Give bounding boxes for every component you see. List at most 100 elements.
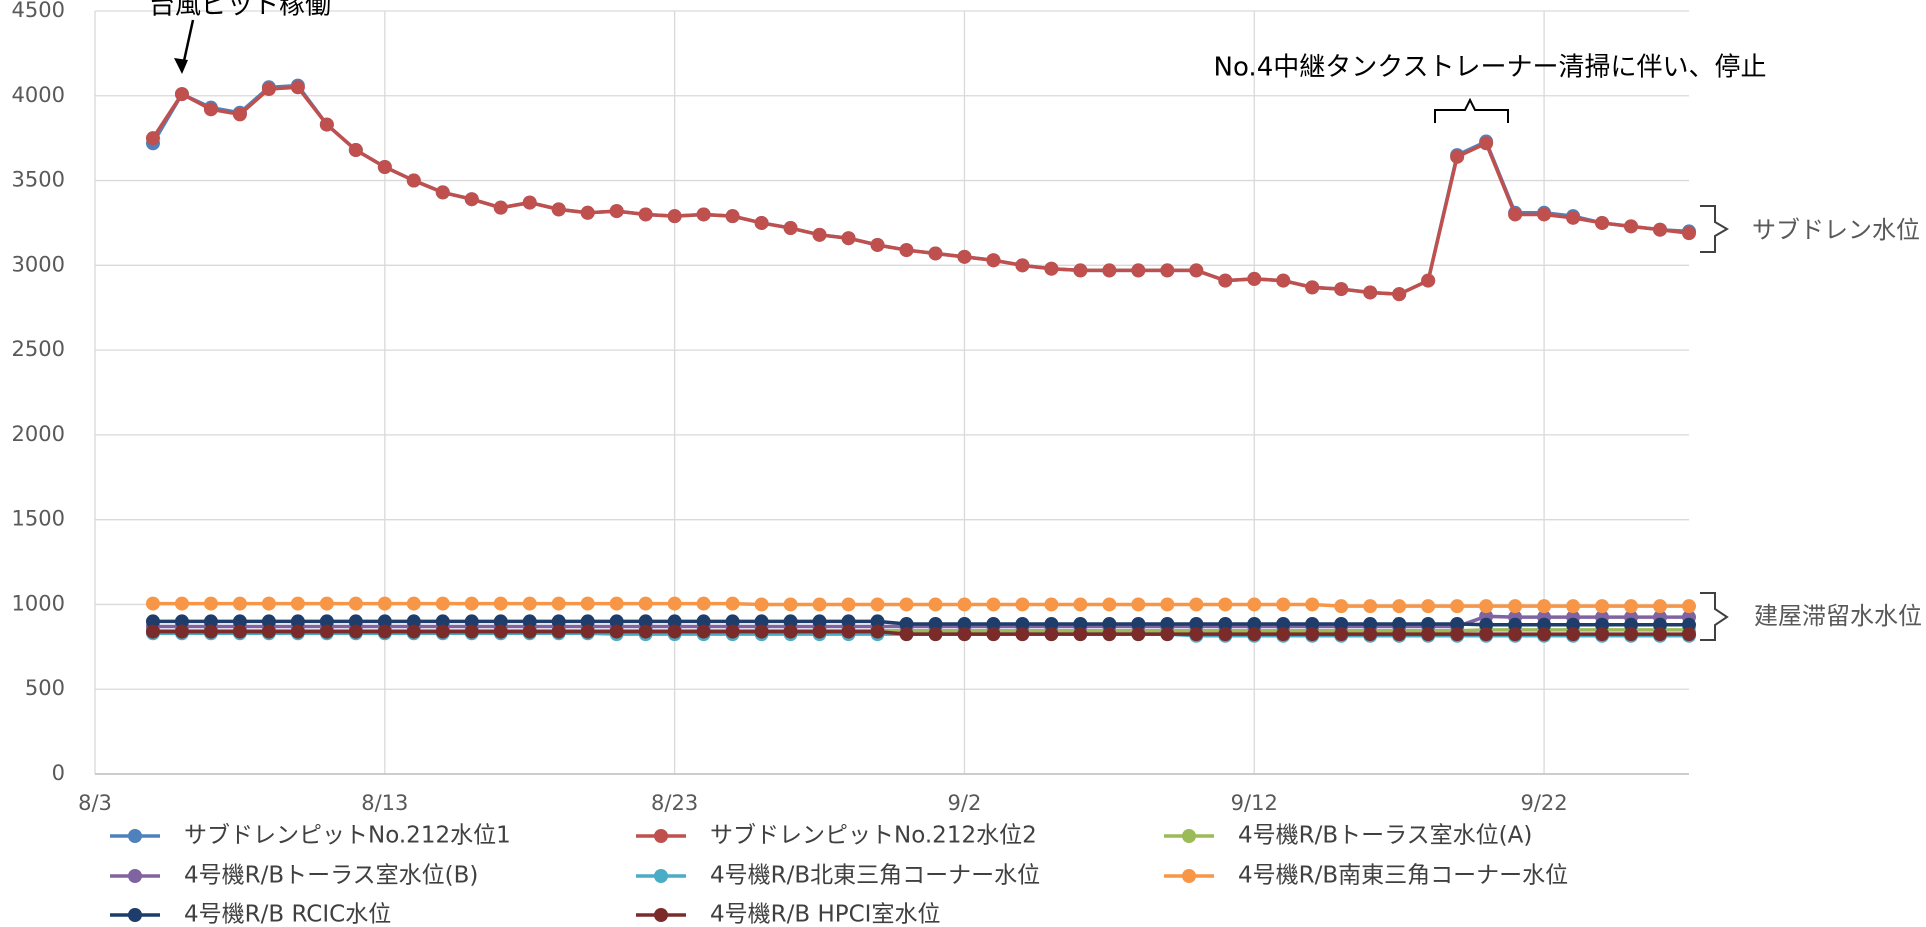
point xyxy=(1363,627,1378,642)
point xyxy=(174,87,189,102)
point xyxy=(725,596,740,611)
point xyxy=(899,616,914,631)
point xyxy=(696,596,711,611)
point xyxy=(1102,597,1117,612)
point xyxy=(957,616,972,631)
point xyxy=(174,614,189,629)
point xyxy=(435,596,450,611)
point xyxy=(551,624,566,639)
point xyxy=(638,207,653,222)
point xyxy=(986,627,1001,642)
point xyxy=(1392,627,1407,642)
point xyxy=(1363,616,1378,631)
point xyxy=(1276,627,1291,642)
point xyxy=(319,117,334,132)
point xyxy=(783,624,798,639)
point xyxy=(1624,627,1639,642)
point xyxy=(1334,616,1349,631)
y-tick-label: 0 xyxy=(52,761,65,785)
annotation: 建屋滞留水水位 xyxy=(1754,602,1922,630)
legend-marker xyxy=(654,908,668,922)
point xyxy=(1392,599,1407,614)
x-tick-label: 8/23 xyxy=(651,791,698,815)
point xyxy=(841,231,856,246)
point xyxy=(406,624,421,639)
point xyxy=(348,143,363,158)
point xyxy=(725,624,740,639)
y-tick-label: 4500 xyxy=(12,0,65,22)
point xyxy=(1450,627,1465,642)
point xyxy=(1624,219,1639,234)
point xyxy=(522,624,537,639)
point xyxy=(174,624,189,639)
point xyxy=(1160,597,1175,612)
point xyxy=(145,624,160,639)
point xyxy=(667,624,682,639)
point xyxy=(435,614,450,629)
point xyxy=(1218,597,1233,612)
point xyxy=(609,596,624,611)
point xyxy=(232,624,247,639)
point xyxy=(1508,207,1523,222)
point xyxy=(638,596,653,611)
x-tick-label: 8/13 xyxy=(361,791,408,815)
point xyxy=(1276,273,1291,288)
legend-label: サブドレンピットNo.212水位1 xyxy=(184,823,511,849)
point xyxy=(1305,627,1320,642)
point xyxy=(1189,263,1204,278)
point xyxy=(1160,263,1175,278)
point xyxy=(696,624,711,639)
point xyxy=(1305,616,1320,631)
point xyxy=(1334,627,1349,642)
grid: 0 500 1000 1500 2000 2500 3000 3500 4000 4500 8/3 8… xyxy=(12,0,1689,815)
point xyxy=(1421,599,1436,614)
point xyxy=(1421,273,1436,288)
point xyxy=(667,209,682,224)
x-tick-label: 8/3 xyxy=(78,791,112,815)
point xyxy=(1682,226,1696,241)
point xyxy=(493,624,508,639)
brace xyxy=(1434,97,1509,123)
point xyxy=(1102,616,1117,631)
point xyxy=(1682,599,1696,614)
point xyxy=(261,596,276,611)
point xyxy=(1131,627,1146,642)
point xyxy=(928,246,943,261)
point xyxy=(1421,627,1436,642)
point xyxy=(696,207,711,222)
point xyxy=(1334,599,1349,614)
y-tick-label: 2500 xyxy=(12,337,65,361)
series-line xyxy=(151,83,1690,296)
point xyxy=(319,624,334,639)
point xyxy=(638,624,653,639)
point xyxy=(1595,627,1610,642)
point xyxy=(1450,599,1465,614)
point xyxy=(261,624,276,639)
point xyxy=(1276,597,1291,612)
y-tick-label: 1500 xyxy=(12,507,65,531)
point xyxy=(1595,215,1610,230)
point xyxy=(551,596,566,611)
point xyxy=(812,624,827,639)
point xyxy=(232,107,247,122)
point xyxy=(522,596,537,611)
point xyxy=(725,614,740,629)
point xyxy=(203,614,218,629)
point xyxy=(1218,616,1233,631)
point xyxy=(203,624,218,639)
point xyxy=(957,597,972,612)
series-line xyxy=(151,85,1690,296)
point xyxy=(1189,616,1204,631)
legend-label: 4号機R/B HPCI室水位 xyxy=(710,902,940,927)
point xyxy=(1073,616,1088,631)
x-tick-label: 9/12 xyxy=(1231,791,1278,815)
point xyxy=(580,205,595,220)
point xyxy=(1160,616,1175,631)
point xyxy=(1102,263,1117,278)
point xyxy=(1566,599,1581,614)
point xyxy=(870,614,885,629)
point xyxy=(1508,599,1523,614)
point xyxy=(464,192,479,207)
point xyxy=(1044,627,1059,642)
